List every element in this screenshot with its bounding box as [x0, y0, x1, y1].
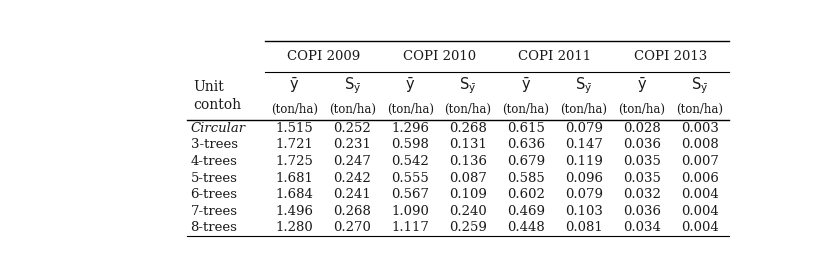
Text: COPI 2010: COPI 2010 — [402, 50, 476, 63]
Text: 0.007: 0.007 — [680, 155, 719, 168]
Text: contoh: contoh — [193, 98, 241, 112]
Text: $\bar{\mathrm{y}}$: $\bar{\mathrm{y}}$ — [405, 76, 415, 95]
Text: (ton/ha): (ton/ha) — [502, 103, 550, 116]
Text: 1.721: 1.721 — [276, 139, 313, 151]
Text: 0.004: 0.004 — [680, 205, 719, 218]
Text: $\mathrm{S}_{\bar{\mathrm{y}}}$: $\mathrm{S}_{\bar{\mathrm{y}}}$ — [344, 75, 361, 96]
Text: 0.035: 0.035 — [623, 172, 661, 185]
Text: COPI 2011: COPI 2011 — [519, 50, 591, 63]
Text: (ton/ha): (ton/ha) — [387, 103, 433, 116]
Text: 0.036: 0.036 — [623, 205, 661, 218]
Text: 1.681: 1.681 — [276, 172, 313, 185]
Text: 0.034: 0.034 — [623, 221, 661, 234]
Text: $\bar{\mathrm{y}}$: $\bar{\mathrm{y}}$ — [289, 76, 299, 95]
Text: (ton/ha): (ton/ha) — [618, 103, 665, 116]
Text: 0.032: 0.032 — [623, 188, 661, 201]
Text: 0.636: 0.636 — [506, 139, 545, 151]
Text: 0.240: 0.240 — [449, 205, 487, 218]
Text: 0.004: 0.004 — [680, 221, 719, 234]
Text: 0.008: 0.008 — [680, 139, 719, 151]
Text: 6-trees: 6-trees — [190, 188, 237, 201]
Text: $\mathrm{S}_{\bar{\mathrm{y}}}$: $\mathrm{S}_{\bar{\mathrm{y}}}$ — [459, 75, 476, 96]
Text: 0.103: 0.103 — [565, 205, 602, 218]
Text: 0.087: 0.087 — [449, 172, 487, 185]
Text: 0.555: 0.555 — [391, 172, 429, 185]
Text: 0.231: 0.231 — [333, 139, 372, 151]
Text: 0.081: 0.081 — [565, 221, 602, 234]
Text: 0.252: 0.252 — [333, 122, 372, 135]
Text: COPI 2009: COPI 2009 — [287, 50, 360, 63]
Text: (ton/ha): (ton/ha) — [328, 103, 376, 116]
Text: 0.136: 0.136 — [449, 155, 487, 168]
Text: $\bar{\mathrm{y}}$: $\bar{\mathrm{y}}$ — [521, 76, 531, 95]
Text: 0.004: 0.004 — [680, 188, 719, 201]
Text: COPI 2013: COPI 2013 — [634, 50, 707, 63]
Text: 0.079: 0.079 — [565, 122, 602, 135]
Text: 0.542: 0.542 — [391, 155, 429, 168]
Text: 1.117: 1.117 — [391, 221, 429, 234]
Text: 0.003: 0.003 — [680, 122, 719, 135]
Text: 0.598: 0.598 — [391, 139, 429, 151]
Text: 0.035: 0.035 — [623, 155, 661, 168]
Text: (ton/ha): (ton/ha) — [271, 103, 318, 116]
Text: 1.496: 1.496 — [276, 205, 313, 218]
Text: 0.006: 0.006 — [680, 172, 719, 185]
Text: 4-trees: 4-trees — [190, 155, 237, 168]
Text: $\mathrm{S}_{\bar{\mathrm{y}}}$: $\mathrm{S}_{\bar{\mathrm{y}}}$ — [576, 75, 593, 96]
Text: Unit: Unit — [193, 80, 224, 94]
Text: 0.268: 0.268 — [333, 205, 372, 218]
Text: 1.515: 1.515 — [276, 122, 313, 135]
Text: 1.296: 1.296 — [391, 122, 429, 135]
Text: 0.131: 0.131 — [449, 139, 487, 151]
Text: 0.679: 0.679 — [506, 155, 545, 168]
Text: 0.096: 0.096 — [565, 172, 602, 185]
Text: 0.036: 0.036 — [623, 139, 661, 151]
Text: 1.684: 1.684 — [276, 188, 313, 201]
Text: 5-trees: 5-trees — [190, 172, 237, 185]
Text: (ton/ha): (ton/ha) — [560, 103, 607, 116]
Text: 0.147: 0.147 — [565, 139, 602, 151]
Text: 3-trees: 3-trees — [190, 139, 237, 151]
Text: 8-trees: 8-trees — [190, 221, 237, 234]
Text: 0.448: 0.448 — [507, 221, 545, 234]
Text: 0.247: 0.247 — [333, 155, 372, 168]
Text: 1.725: 1.725 — [276, 155, 313, 168]
Text: 0.615: 0.615 — [507, 122, 545, 135]
Text: 1.090: 1.090 — [391, 205, 429, 218]
Text: (ton/ha): (ton/ha) — [445, 103, 492, 116]
Text: $\mathrm{S}_{\bar{\mathrm{y}}}$: $\mathrm{S}_{\bar{\mathrm{y}}}$ — [691, 75, 708, 96]
Text: 0.567: 0.567 — [391, 188, 429, 201]
Text: 0.259: 0.259 — [449, 221, 487, 234]
Text: $\bar{\mathrm{y}}$: $\bar{\mathrm{y}}$ — [637, 76, 647, 95]
Text: 0.028: 0.028 — [623, 122, 661, 135]
Text: 0.270: 0.270 — [333, 221, 372, 234]
Text: 0.469: 0.469 — [507, 205, 545, 218]
Text: 1.280: 1.280 — [276, 221, 313, 234]
Text: 0.242: 0.242 — [333, 172, 372, 185]
Text: 0.241: 0.241 — [333, 188, 372, 201]
Text: 0.268: 0.268 — [449, 122, 487, 135]
Text: (ton/ha): (ton/ha) — [676, 103, 723, 116]
Text: 0.602: 0.602 — [507, 188, 545, 201]
Text: 7-trees: 7-trees — [190, 205, 237, 218]
Text: 0.585: 0.585 — [507, 172, 545, 185]
Text: 0.079: 0.079 — [565, 188, 602, 201]
Text: Circular: Circular — [190, 122, 246, 135]
Text: 0.109: 0.109 — [449, 188, 487, 201]
Text: 0.119: 0.119 — [565, 155, 602, 168]
